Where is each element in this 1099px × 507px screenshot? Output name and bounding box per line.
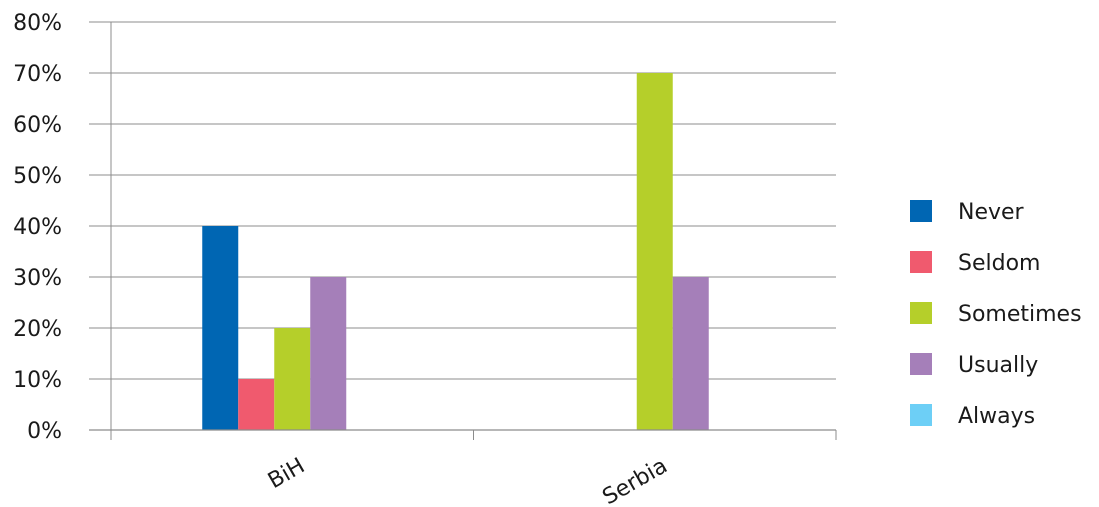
y-tick-label: 20% — [13, 317, 62, 342]
legend-swatch-never — [910, 200, 932, 222]
y-tick-label: 30% — [13, 266, 62, 291]
legend-label-usually: Usually — [958, 353, 1038, 378]
bar-usually-bih — [310, 277, 347, 430]
legend-label-sometimes: Sometimes — [958, 302, 1082, 327]
category-labels: BiH Serbia — [264, 454, 672, 507]
legend-swatch-always — [910, 404, 932, 426]
legend-label-seldom: Seldom — [958, 251, 1040, 276]
legend-swatch-seldom — [910, 251, 932, 273]
y-tick-label: 50% — [13, 164, 62, 189]
y-tick-label: 80% — [13, 11, 62, 36]
y-tick-label: 60% — [13, 113, 62, 138]
y-tick-label: 70% — [13, 62, 62, 87]
legend-swatch-usually — [910, 353, 932, 375]
legend: Never Seldom Sometimes Usually Always — [910, 200, 1082, 429]
legend-label-never: Never — [958, 200, 1025, 225]
bar-sometimes-bih — [274, 328, 311, 430]
category-label: BiH — [264, 454, 309, 495]
bar-seldom-bih — [238, 379, 275, 430]
bar-sometimes-serbia — [636, 73, 673, 430]
gridlines — [89, 21, 836, 380]
legend-label-always: Always — [958, 404, 1035, 429]
axes — [89, 22, 837, 440]
y-tick-label: 0% — [27, 419, 62, 444]
bar-usually-serbia — [672, 277, 709, 430]
y-axis-tick-labels: 0% 10% 20% 30% 40% 50% 60% 70% 80% — [13, 11, 62, 444]
y-tick-label: 40% — [13, 215, 62, 240]
bars — [202, 73, 709, 430]
y-tick-label: 10% — [13, 368, 62, 393]
bar-never-bih — [202, 226, 239, 430]
category-label: Serbia — [599, 454, 672, 507]
legend-swatch-sometimes — [910, 302, 932, 324]
